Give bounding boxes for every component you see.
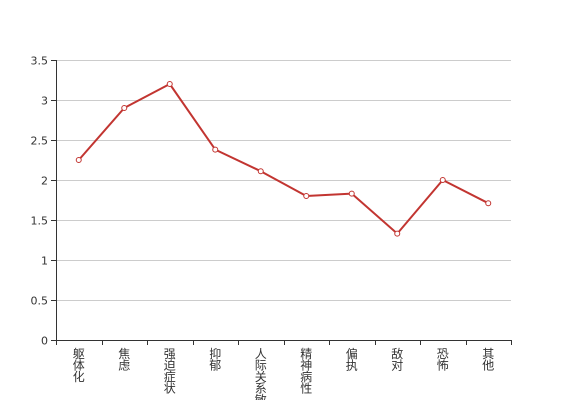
x-tick-label: 强迫症状 <box>164 347 176 396</box>
x-tick-label: 人际关系敏感 <box>255 347 267 400</box>
data-point[interactable] <box>166 81 173 87</box>
y-tick-label: 2 <box>41 175 48 188</box>
data-point[interactable] <box>121 105 128 111</box>
y-tick-label: 3.5 <box>31 55 49 68</box>
y-tick-label: 2.5 <box>31 135 49 148</box>
x-tick-label: 抑郁 <box>209 346 221 373</box>
x-tick-label: 其他 <box>482 347 494 373</box>
data-point[interactable] <box>257 168 264 175</box>
x-tick-label: 敌对 <box>391 346 403 373</box>
data-point[interactable] <box>75 157 82 163</box>
y-tick-label: 3 <box>41 95 48 108</box>
axes <box>51 60 512 345</box>
data-point[interactable] <box>394 230 401 237</box>
series-line <box>77 83 489 235</box>
y-tick-label: 1 <box>41 255 48 268</box>
data-point[interactable] <box>439 177 446 183</box>
y-tick-label: 1.5 <box>31 215 49 228</box>
x-tick-label: 精神病性 <box>300 347 312 396</box>
y-tick-label: 0.5 <box>31 295 49 308</box>
tick-labels: 0 0.5 1 1.5 2 2.5 3 3.5 躯体化 焦虑 强迫症状 抑郁 人际关系敏感 精神病性 偏执 敌… <box>31 55 495 404</box>
x-tick-label: 躯体化 <box>73 346 85 384</box>
data-point[interactable] <box>485 200 492 207</box>
series-layer <box>75 81 492 237</box>
gridlines <box>56 60 511 301</box>
y-tick-label: 0 <box>41 335 48 348</box>
x-tick-label: 焦虑 <box>118 347 130 373</box>
data-point[interactable] <box>348 190 355 197</box>
data-point[interactable] <box>303 193 310 199</box>
data-point[interactable] <box>212 146 219 153</box>
x-tick-label: 偏执 <box>346 346 358 373</box>
x-tick-label: 恐怖 <box>437 347 449 373</box>
